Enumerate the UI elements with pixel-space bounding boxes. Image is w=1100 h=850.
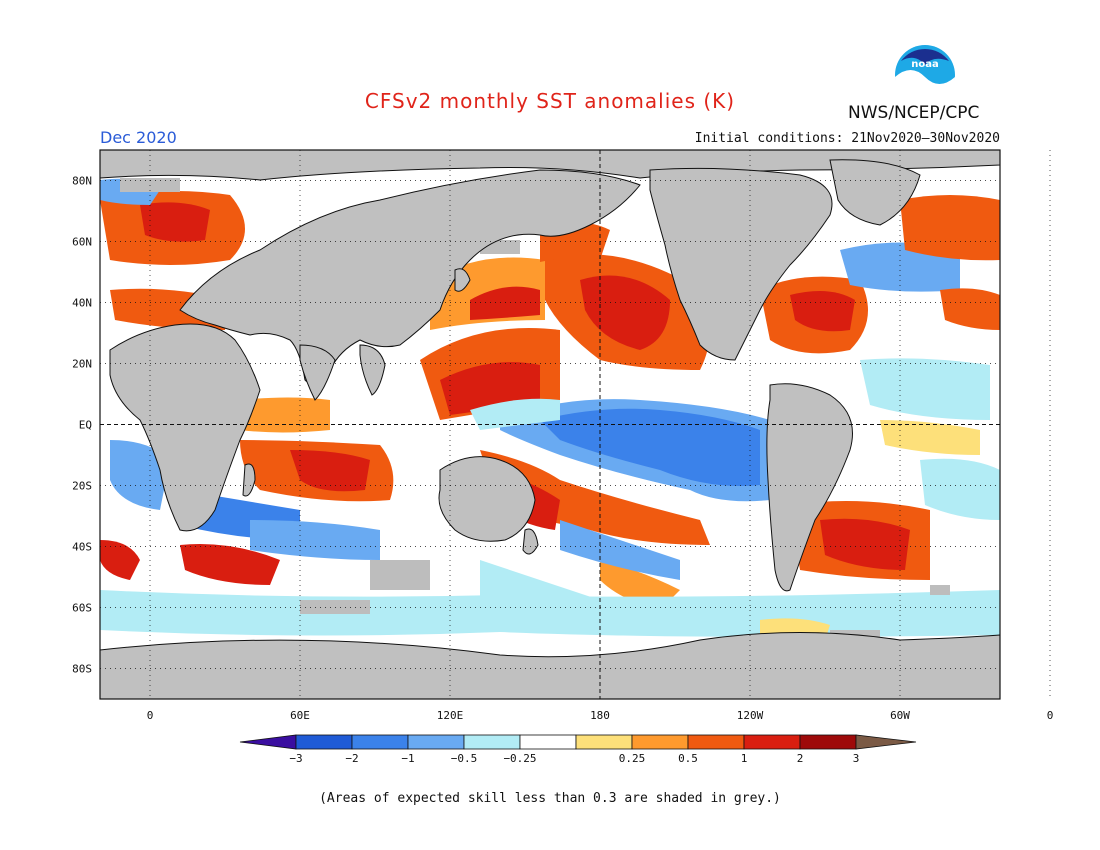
lon-tick-label: 60W <box>890 709 910 722</box>
lon-tick-label: 0 <box>1047 709 1054 722</box>
gridlines <box>100 150 1051 699</box>
agency-label: NWS/NCEP/CPC <box>848 103 980 123</box>
lat-tick-label: 40N <box>72 297 92 310</box>
colorbar-box <box>295 734 353 750</box>
lat-tick-label: 60N <box>72 236 92 249</box>
colorbar: −3 −2 −1 −0.5 −0.25 0.25 0.5 1 2 3 <box>239 734 917 765</box>
lat-tick-label: 80S <box>72 663 92 676</box>
lat-tick-label: 20N <box>72 358 92 371</box>
lat-tick-label: EQ <box>79 419 92 432</box>
colorbar-tick-label: 1 <box>741 752 748 765</box>
colorbar-box <box>687 734 745 750</box>
svg-text:noaa: noaa <box>911 59 939 70</box>
colorbar-box <box>351 734 409 750</box>
colorbar-tick-label: −1 <box>401 752 414 765</box>
colorbar-low-triangle <box>239 734 297 750</box>
chart-title: CFSv2 monthly SST anomalies (K) <box>364 89 736 113</box>
skill-footnote: (Areas of expected skill less than 0.3 a… <box>319 791 781 806</box>
initial-conditions: Initial conditions: 21Nov2020–30Nov2020 <box>694 131 1000 146</box>
lon-tick-label: 120E <box>437 709 464 722</box>
colorbar-tick-label: 0.25 <box>619 752 646 765</box>
colorbar-tick-label: 0.5 <box>678 752 698 765</box>
colorbar-box <box>519 734 577 750</box>
land-masses <box>100 150 1000 699</box>
colorbar-high-triangle <box>855 734 917 750</box>
colorbar-box <box>799 734 857 750</box>
lat-tick-label: 20S <box>72 480 92 493</box>
colorbar-box <box>407 734 465 750</box>
colorbar-tick-label: −2 <box>345 752 358 765</box>
lon-tick-label: 60E <box>290 709 310 722</box>
colorbar-tick-label: −3 <box>289 752 302 765</box>
lon-tick-label: 0 <box>147 709 154 722</box>
noaa-logo: noaa <box>893 43 957 111</box>
colorbar-box <box>575 734 633 750</box>
colorbar-tick-label: 2 <box>797 752 804 765</box>
valid-month: Dec 2020 <box>100 128 177 147</box>
colorbar-box <box>463 734 521 750</box>
colorbar-box <box>743 734 801 750</box>
lat-tick-label: 60S <box>72 602 92 615</box>
colorbar-tick-label: 3 <box>853 752 860 765</box>
lon-tick-label: 120W <box>737 709 764 722</box>
colorbar-tick-label: −0.5 <box>451 752 478 765</box>
colorbar-tick-label: −0.25 <box>503 752 536 765</box>
colorbar-box <box>631 734 689 750</box>
map-frame <box>99 149 1001 700</box>
lat-axis: 80N 60N 40N 20N EQ 20S 40S 60S 80S <box>72 175 92 676</box>
lon-tick-label: 180 <box>590 709 610 722</box>
lon-axis: 0 60E 120E 180 120W 60W 0 <box>147 709 1054 722</box>
lat-tick-label: 80N <box>72 175 92 188</box>
lat-tick-label: 40S <box>72 541 92 554</box>
